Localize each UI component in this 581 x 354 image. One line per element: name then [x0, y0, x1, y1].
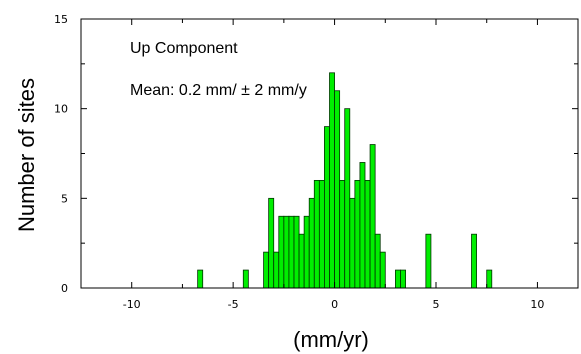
- bars-group: [197, 72, 493, 289]
- y-tick-label: 0: [61, 282, 68, 295]
- histogram-bar: [395, 269, 401, 289]
- histogram-bar: [329, 72, 335, 289]
- histogram-bar: [425, 233, 432, 289]
- x-axis-label: (mm/yr): [293, 327, 369, 352]
- histogram-bar: [268, 197, 275, 289]
- histogram-bar: [359, 162, 366, 289]
- x-tick-label: 0: [331, 298, 338, 311]
- histogram-bar: [374, 233, 381, 289]
- histogram-bar: [324, 126, 330, 289]
- y-tick-label: 15: [54, 13, 68, 26]
- histogram-bar: [288, 215, 295, 289]
- histogram-bar: [308, 197, 315, 289]
- histogram-bar: [344, 108, 351, 289]
- x-tick-label: 5: [433, 298, 440, 311]
- histogram-bar: [349, 197, 356, 289]
- histogram-bar: [298, 233, 305, 289]
- histogram-bar: [278, 215, 285, 289]
- tick-labels-group: -10 -5 0 5 10 0 5 10 15: [54, 13, 544, 311]
- x-tick-label: -10: [123, 298, 141, 311]
- histogram-bar: [273, 251, 280, 289]
- x-tick-label: 10: [530, 298, 544, 311]
- x-tick-label: -5: [228, 298, 239, 311]
- histogram-bar: [339, 179, 346, 289]
- y-tick-label: 5: [61, 192, 68, 205]
- histogram-bar: [471, 233, 477, 289]
- histogram-bar: [369, 144, 376, 289]
- annotation-component: Up Component: [130, 40, 238, 57]
- histogram-bar: [364, 179, 371, 289]
- histogram-bar: [197, 269, 204, 289]
- histogram-bar: [242, 269, 249, 289]
- histogram-bar: [354, 179, 361, 289]
- histogram-bar: [263, 251, 270, 289]
- histogram-bar: [486, 269, 493, 289]
- histogram-bar: [293, 215, 300, 289]
- histogram-bar: [400, 269, 406, 289]
- annotation-mean: Mean: 0.2 mm/ ± 2 mm/y: [130, 82, 307, 99]
- histogram-bar: [318, 179, 325, 289]
- y-axis-label: Number of sites: [14, 78, 39, 232]
- ticks-group: [81, 18, 578, 289]
- histogram-bar: [303, 215, 310, 289]
- histogram-bar: [334, 90, 341, 289]
- y-tick-label: 10: [54, 103, 68, 116]
- histogram-bar: [313, 179, 320, 289]
- histogram-bar: [283, 215, 290, 289]
- histogram-bar: [379, 251, 386, 289]
